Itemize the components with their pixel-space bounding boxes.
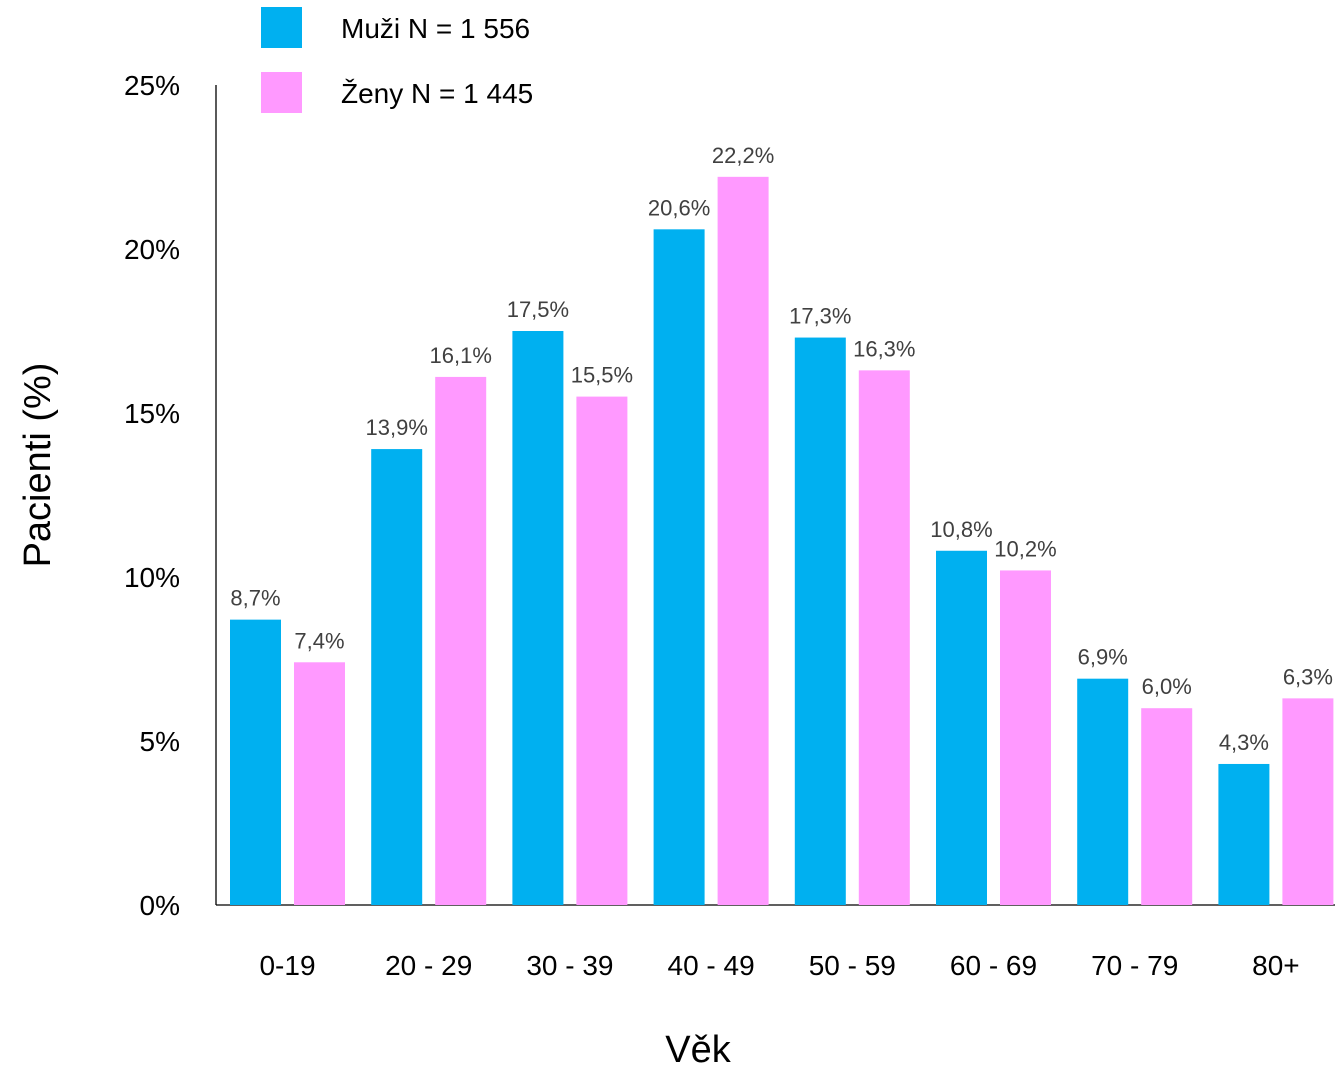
bar-muzi bbox=[371, 449, 423, 905]
data-label: 22,2% bbox=[712, 143, 774, 168]
data-label: 10,8% bbox=[930, 517, 992, 542]
legend: Muži N = 1 556 Ženy N = 1 445 bbox=[261, 7, 533, 113]
x-tick-label: 0-19 bbox=[259, 950, 315, 981]
y-tick-label: 25% bbox=[124, 70, 180, 101]
bar-zeny bbox=[435, 376, 487, 905]
data-label: 10,2% bbox=[994, 536, 1056, 561]
x-tick-label: 80+ bbox=[1252, 950, 1300, 981]
x-tick-label: 60 - 69 bbox=[950, 950, 1037, 981]
x-tick-label: 30 - 39 bbox=[526, 950, 613, 981]
bar-muzi bbox=[653, 229, 705, 905]
data-label: 6,0% bbox=[1142, 674, 1192, 699]
bars bbox=[230, 176, 1334, 906]
y-tick-label: 15% bbox=[124, 398, 180, 429]
y-tick-label: 10% bbox=[124, 562, 180, 593]
y-tick-label: 5% bbox=[140, 726, 180, 757]
data-label: 17,5% bbox=[507, 297, 569, 322]
bar-zeny bbox=[576, 396, 628, 905]
bar-muzi bbox=[794, 337, 846, 905]
bar-muzi bbox=[512, 331, 564, 905]
data-label: 13,9% bbox=[366, 415, 428, 440]
legend-label: Muži N = 1 556 bbox=[341, 13, 530, 44]
data-label: 8,7% bbox=[230, 586, 280, 611]
bar-muzi bbox=[1077, 678, 1129, 905]
x-axis-title: Věk bbox=[665, 1029, 731, 1067]
bar-muzi bbox=[230, 619, 281, 905]
bar-zeny bbox=[1000, 570, 1051, 905]
data-label: 6,9% bbox=[1078, 645, 1128, 670]
axes: 0% 5% 10% 15% 20% 25% 0-19 20 - 29 30 - 39 40 - 4… bbox=[124, 70, 1335, 981]
data-label: 16,1% bbox=[430, 343, 492, 368]
legend-label: Ženy N = 1 445 bbox=[341, 78, 533, 109]
bar-zeny bbox=[1282, 698, 1334, 905]
legend-swatch bbox=[261, 72, 302, 113]
data-label: 17,3% bbox=[789, 304, 851, 329]
data-label: 20,6% bbox=[648, 195, 710, 220]
legend-swatch bbox=[261, 7, 302, 48]
data-label: 4,3% bbox=[1219, 730, 1269, 755]
y-tick-label: 0% bbox=[140, 890, 180, 921]
bar-zeny bbox=[858, 370, 910, 905]
bar-zeny bbox=[717, 176, 769, 906]
data-label: 15,5% bbox=[571, 363, 633, 388]
data-label: 7,4% bbox=[294, 628, 344, 653]
data-label: 16,3% bbox=[853, 336, 915, 361]
x-tick-label: 20 - 29 bbox=[385, 950, 472, 981]
x-tick-label: 70 - 79 bbox=[1091, 950, 1178, 981]
data-label: 6,3% bbox=[1283, 664, 1333, 689]
y-tick-label: 20% bbox=[124, 234, 180, 265]
bar-muzi bbox=[1218, 763, 1270, 905]
bar-zeny bbox=[294, 662, 345, 905]
bar-muzi bbox=[936, 550, 987, 905]
y-axis-title: Pacienti (%) bbox=[17, 363, 59, 568]
x-tick-label: 40 - 49 bbox=[668, 950, 755, 981]
x-tick-label: 50 - 59 bbox=[809, 950, 896, 981]
bar-zeny bbox=[1141, 708, 1193, 905]
data-labels: 8,7% 13,9% 17,5% 20,6% 17,3% 10,8% 6,9% 4,3% 7,4… bbox=[230, 143, 1333, 755]
